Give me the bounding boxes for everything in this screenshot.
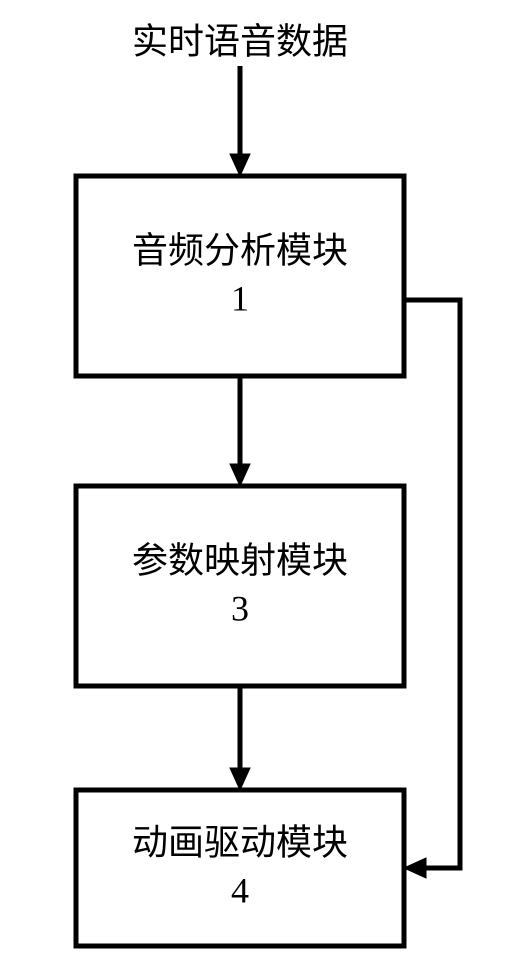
box-number: 4 xyxy=(231,870,249,910)
box-label: 参数映射模块 xyxy=(132,540,348,580)
edge-line xyxy=(404,300,460,868)
box-number: 3 xyxy=(231,588,249,628)
box-label: 音频分析模块 xyxy=(132,230,348,270)
edge-arrowhead xyxy=(404,858,426,878)
input-label: 实时语音数据 xyxy=(132,21,348,61)
flow-box xyxy=(76,176,404,376)
box-label: 动画驱动模块 xyxy=(132,822,348,862)
flow-box xyxy=(76,486,404,686)
box-number: 1 xyxy=(231,278,249,318)
edge-arrowhead xyxy=(230,464,250,486)
flowchart-svg: 实时语音数据音频分析模块 1 参数映射模块 3 动画驱动模块 4 xyxy=(0,0,512,968)
flow-box xyxy=(76,790,404,946)
edge-arrowhead xyxy=(230,154,250,176)
edge-arrowhead xyxy=(230,768,250,790)
